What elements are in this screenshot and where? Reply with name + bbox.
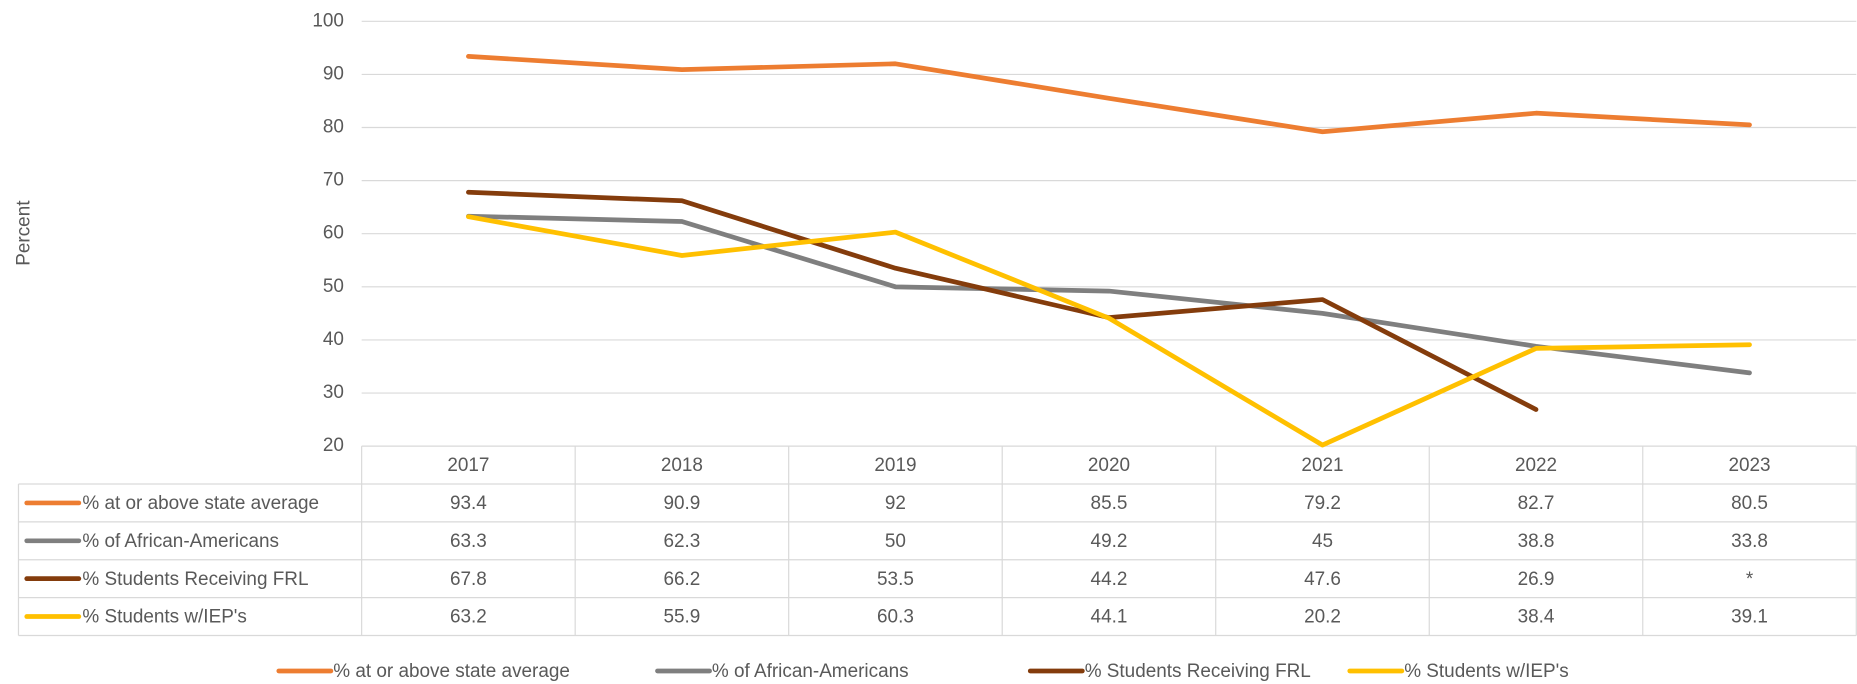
legend-label: % Students w/IEP's bbox=[1404, 661, 1569, 682]
table-cell: 49.2 bbox=[1091, 531, 1128, 552]
table-cell: 50 bbox=[885, 531, 906, 552]
table-row-label: % at or above state average bbox=[82, 493, 319, 514]
table-cell: 60.3 bbox=[877, 607, 914, 628]
table-cell: 55.9 bbox=[664, 607, 701, 628]
legend-label: % at or above state average bbox=[333, 661, 570, 682]
y-tick-label: 20 bbox=[323, 435, 344, 456]
table-cell: 62.3 bbox=[664, 531, 701, 552]
x-tick-label: 2018 bbox=[661, 455, 703, 476]
table-row-label: % Students w/IEP's bbox=[82, 607, 247, 628]
table-row-label: % of African-Americans bbox=[82, 531, 279, 552]
y-tick-label: 40 bbox=[323, 329, 344, 350]
table-cell: 38.4 bbox=[1518, 607, 1555, 628]
y-tick-label: 70 bbox=[323, 170, 344, 191]
table-row-label: % Students Receiving FRL bbox=[82, 569, 308, 590]
table-cell: 33.8 bbox=[1731, 531, 1768, 552]
table-cell: 79.2 bbox=[1304, 493, 1341, 514]
table-cell: 44.2 bbox=[1091, 569, 1128, 590]
x-tick-label: 2023 bbox=[1728, 455, 1770, 476]
y-tick-label: 80 bbox=[323, 117, 344, 138]
legend-label: % of African-Americans bbox=[712, 661, 909, 682]
series-line bbox=[466, 214, 1752, 448]
table-cell: 63.2 bbox=[450, 607, 487, 628]
table-cell: 90.9 bbox=[664, 493, 701, 514]
series-line bbox=[466, 189, 1539, 412]
table-cell: 92 bbox=[885, 493, 906, 514]
table-cell: 47.6 bbox=[1304, 569, 1341, 590]
table-cell: 38.8 bbox=[1518, 531, 1555, 552]
table-cell: 80.5 bbox=[1731, 493, 1768, 514]
table-cell: 67.8 bbox=[450, 569, 487, 590]
legend-label: % Students Receiving FRL bbox=[1085, 661, 1311, 682]
x-tick-label: 2017 bbox=[447, 455, 489, 476]
table-cell: 45 bbox=[1312, 531, 1333, 552]
table-cell: 93.4 bbox=[450, 493, 487, 514]
table-cell: 82.7 bbox=[1518, 493, 1555, 514]
table-cell: 66.2 bbox=[664, 569, 701, 590]
x-tick-label: 2021 bbox=[1301, 455, 1343, 476]
x-tick-label: 2020 bbox=[1088, 455, 1130, 476]
table-cell: 63.3 bbox=[450, 531, 487, 552]
table-cell: 44.1 bbox=[1091, 607, 1128, 628]
y-tick-label: 30 bbox=[323, 382, 344, 403]
y-tick-label: 60 bbox=[323, 223, 344, 244]
table-cell: 53.5 bbox=[877, 569, 914, 590]
y-tick-label: 50 bbox=[323, 276, 344, 297]
y-tick-label: 90 bbox=[323, 63, 344, 84]
series-line bbox=[466, 53, 1752, 135]
y-tick-label: 100 bbox=[312, 10, 344, 31]
table-cell: 39.1 bbox=[1731, 607, 1768, 628]
table-cell: * bbox=[1746, 569, 1754, 590]
x-tick-label: 2019 bbox=[874, 455, 916, 476]
table-cell: 85.5 bbox=[1091, 493, 1128, 514]
table-cell: 26.9 bbox=[1518, 569, 1555, 590]
y-axis-label: Percent bbox=[13, 200, 34, 266]
x-tick-label: 2022 bbox=[1515, 455, 1557, 476]
table-cell: 20.2 bbox=[1304, 607, 1341, 628]
